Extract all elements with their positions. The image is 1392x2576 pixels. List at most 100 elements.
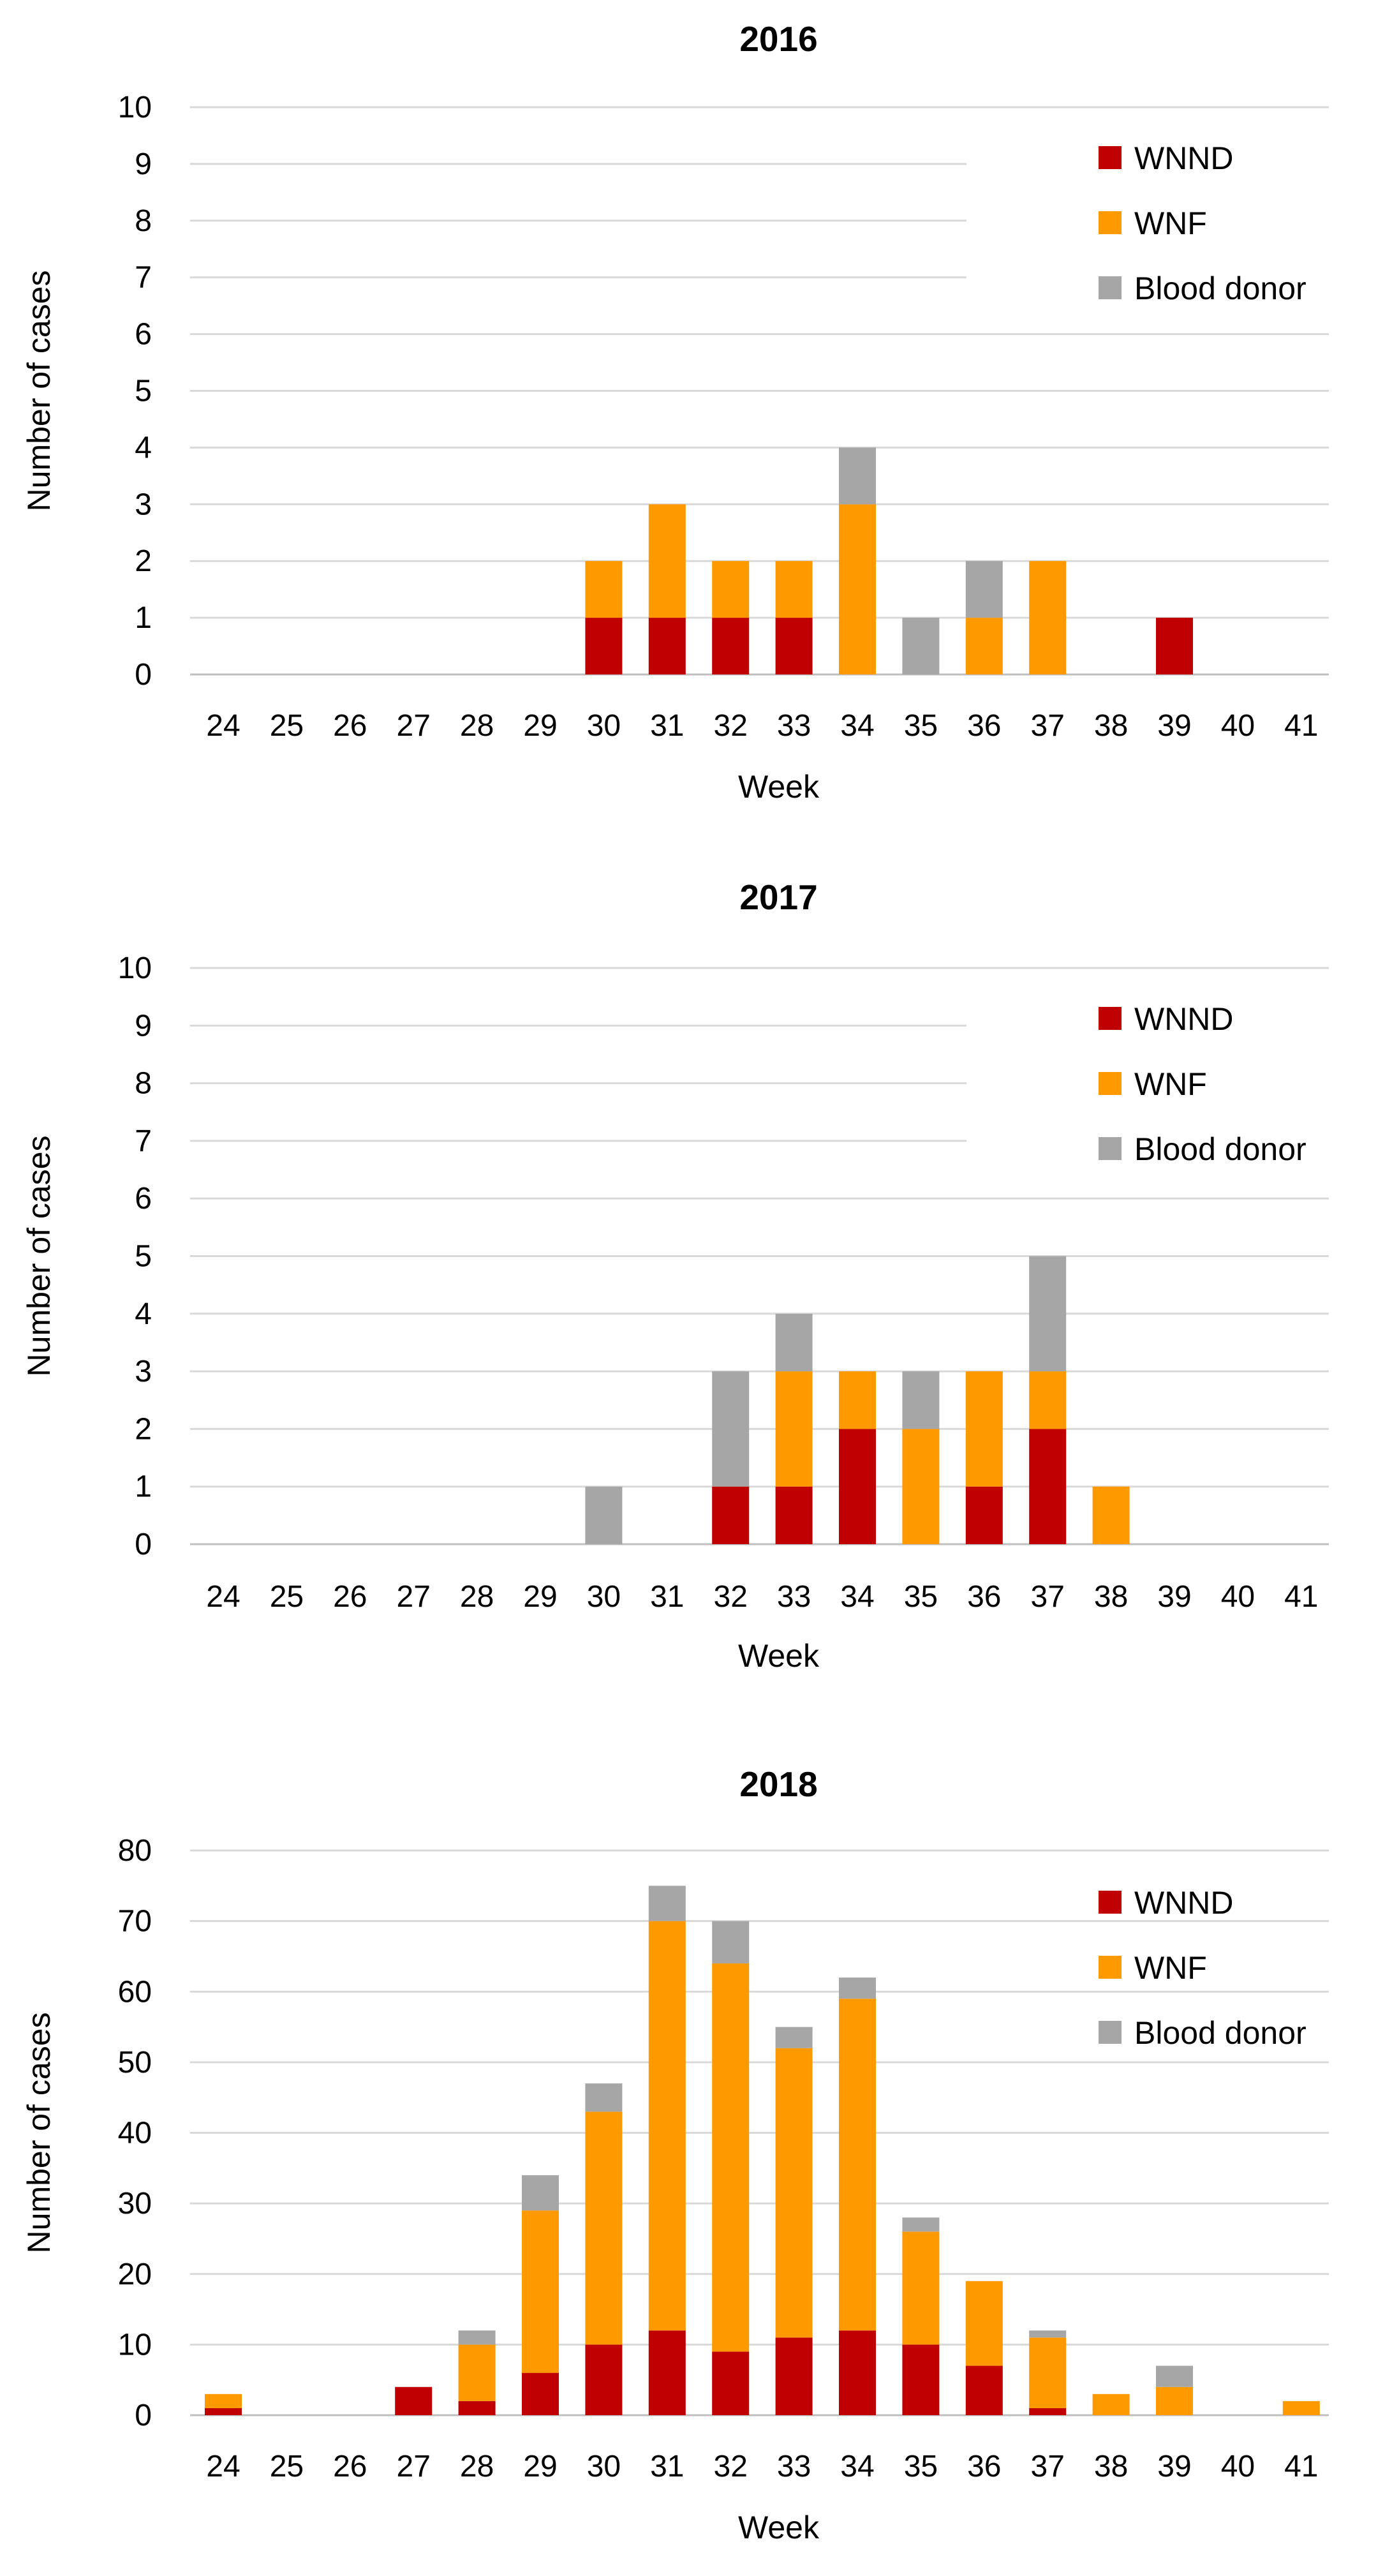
- legend-swatch-blood-donor: [1099, 276, 1122, 299]
- chart-title: 2016: [739, 19, 817, 59]
- bar-wnnd-week-39: [1156, 618, 1193, 674]
- bar-wnf-week-30: [585, 2111, 623, 2345]
- bar-wnf-week-36: [965, 2281, 1003, 2366]
- x-tick-label: 41: [1284, 2450, 1318, 2483]
- legend-label-wnf: WNF: [1134, 205, 1207, 241]
- bar-wnf-week-33: [775, 2048, 813, 2338]
- bar-wnf-week-32: [712, 561, 750, 618]
- x-tick-label: 35: [904, 1580, 938, 1614]
- bar-wnf-week-33: [775, 561, 813, 618]
- legend-swatch-wnnd: [1099, 1891, 1122, 1914]
- x-tick-label: 37: [1031, 2450, 1065, 2483]
- y-tick-label: 30: [118, 2187, 152, 2221]
- y-tick-label: 60: [118, 1975, 152, 2009]
- x-tick-label: 39: [1157, 1580, 1191, 1614]
- x-tick-label: 40: [1221, 709, 1255, 743]
- y-tick-label: 1: [135, 601, 152, 635]
- legend: WNND WNF Blood donor: [1099, 140, 1307, 306]
- x-tick-label: 41: [1284, 1580, 1318, 1614]
- x-tick-label: 33: [777, 709, 811, 743]
- bar-wnnd-week-28: [458, 2401, 496, 2415]
- chart-title: 2017: [739, 877, 817, 917]
- x-tick-label: 27: [397, 709, 431, 743]
- legend-swatch-blood-donor: [1099, 1137, 1122, 1160]
- y-tick-label: 9: [135, 147, 152, 181]
- bar-wnnd-week-37: [1029, 1429, 1067, 1544]
- bar-wnnd-week-32: [712, 618, 750, 674]
- gridlines: [190, 967, 1329, 1545]
- x-tick-label: 24: [206, 2450, 240, 2483]
- y-tick-label: 40: [118, 2117, 152, 2150]
- bar-wnnd-week-29: [522, 2372, 559, 2415]
- x-tick-label: 40: [1221, 1580, 1255, 1614]
- x-tick-label: 39: [1157, 2450, 1191, 2483]
- y-tick-label: 70: [118, 1905, 152, 1939]
- x-tick-label: 31: [650, 2450, 684, 2483]
- y-tick-label: 3: [135, 488, 152, 521]
- x-tick-label: 27: [397, 2450, 431, 2483]
- y-tick-label: 5: [135, 1240, 152, 1274]
- x-tick-label: 32: [714, 709, 748, 743]
- bar-wnf-week-34: [839, 1999, 876, 2331]
- legend-label-blood-donor: Blood donor: [1134, 1131, 1307, 1167]
- x-tick-label: 36: [967, 709, 1001, 743]
- bar-blood-donor-week-30: [585, 2083, 623, 2112]
- bar-wnf-week-28: [458, 2344, 496, 2401]
- x-tick-label: 37: [1031, 1580, 1065, 1614]
- x-tick-label: 37: [1031, 709, 1065, 743]
- x-tick-label: 34: [840, 709, 874, 743]
- gridlines: [190, 106, 1329, 676]
- bar-blood-donor-week-28: [458, 2330, 496, 2345]
- x-tick-label: 28: [460, 2450, 494, 2483]
- y-tick-label: 7: [135, 1124, 152, 1158]
- bar-wnf-week-30: [585, 561, 623, 618]
- x-tick-label: 24: [206, 709, 240, 743]
- y-tick-label: 4: [135, 431, 152, 465]
- bar-wnf-week-29: [522, 2210, 559, 2373]
- legend-label-wnnd: WNND: [1134, 1885, 1234, 1921]
- bar-wnf-week-31: [648, 1921, 686, 2331]
- x-tick-label: 36: [967, 1580, 1001, 1614]
- x-tick-label: 35: [904, 709, 938, 743]
- chart-title: 2018: [739, 1764, 817, 1804]
- x-tick-label: 38: [1094, 2450, 1128, 2483]
- legend-label-wnf: WNF: [1134, 1950, 1207, 1986]
- x-tick-label: 32: [714, 2450, 748, 2483]
- y-tick-label: 2: [135, 1412, 152, 1446]
- bar-wnf-week-41: [1282, 2401, 1320, 2415]
- x-axis-title: Week: [738, 1638, 820, 1674]
- bar-blood-donor-week-33: [775, 2027, 813, 2048]
- legend: WNND WNF Blood donor: [1099, 1001, 1307, 1167]
- legend-label-wnf: WNF: [1134, 1066, 1207, 1102]
- x-tick-label: 35: [904, 2450, 938, 2483]
- bar-wnnd-week-36: [965, 1486, 1003, 1544]
- legend: WNND WNF Blood donor: [1099, 1885, 1307, 2051]
- bar-wnnd-week-31: [648, 2330, 686, 2415]
- y-tick-label: 6: [135, 1182, 152, 1216]
- x-tick-label: 33: [777, 2450, 811, 2483]
- bar-wnnd-week-31: [648, 618, 686, 674]
- x-tick-label: 31: [650, 709, 684, 743]
- x-axis-title: Week: [738, 769, 820, 805]
- bar-wnnd-week-33: [775, 2337, 813, 2415]
- y-tick-label: 7: [135, 261, 152, 295]
- y-tick-label: 4: [135, 1297, 152, 1331]
- y-tick-label: 10: [118, 2328, 152, 2362]
- bar-wnnd-week-32: [712, 2351, 750, 2415]
- bar-blood-donor-week-35: [902, 2217, 940, 2232]
- y-tick-label: 2: [135, 544, 152, 578]
- y-tick-label: 1: [135, 1470, 152, 1504]
- bar-blood-donor-week-33: [775, 1313, 813, 1372]
- x-tick-label: 30: [587, 709, 621, 743]
- y-tick-label: 10: [118, 91, 152, 124]
- y-tick-label: 3: [135, 1355, 152, 1389]
- bar-wnf-week-38: [1092, 2394, 1130, 2415]
- legend-label-blood-donor: Blood donor: [1134, 271, 1307, 306]
- bar-wnnd-week-27: [395, 2386, 433, 2415]
- x-tick-label: 25: [270, 2450, 304, 2483]
- gridlines: [190, 1849, 1329, 2416]
- bar-blood-donor-week-35: [902, 618, 940, 674]
- x-tick-label: 26: [333, 2450, 367, 2483]
